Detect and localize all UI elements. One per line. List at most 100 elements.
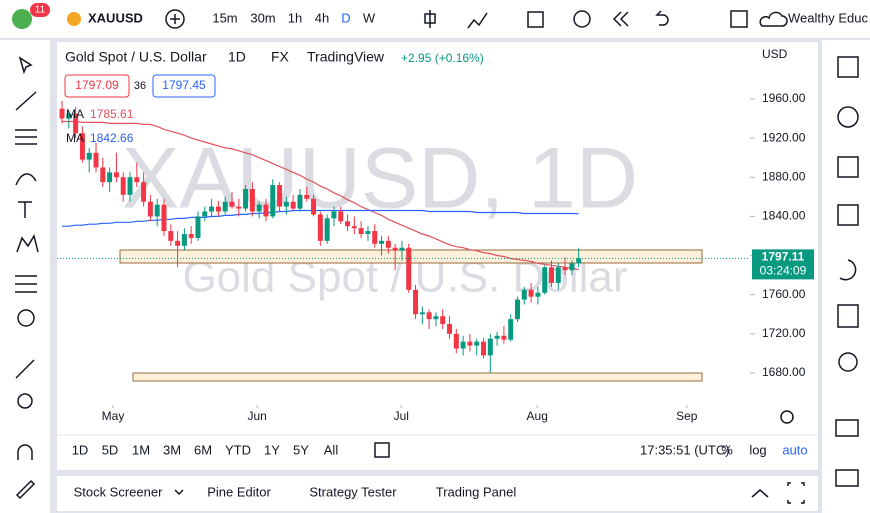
candle-body: [175, 240, 181, 246]
candle-body: [501, 335, 507, 340]
hotlist[interactable]: [839, 259, 857, 281]
ruler-tool[interactable]: [15, 359, 35, 379]
range-button[interactable]: 6M: [194, 442, 212, 457]
bottom-tab[interactable]: Trading Panel: [436, 484, 517, 499]
candle-body: [406, 247, 412, 290]
bottom-panel: [57, 476, 818, 511]
data-window[interactable]: [837, 204, 859, 226]
settings[interactable]: [780, 410, 794, 424]
news[interactable]: [837, 156, 859, 178]
fullscreen-box[interactable]: [730, 10, 748, 28]
fib-tool[interactable]: [15, 129, 37, 145]
candle-body: [569, 263, 575, 271]
prediction-tool[interactable]: [15, 275, 37, 293]
cursor-tool[interactable]: [18, 56, 33, 75]
pattern-tool[interactable]: [16, 234, 39, 253]
candle-body: [331, 211, 337, 219]
support-zone[interactable]: [132, 372, 703, 382]
chats[interactable]: [835, 419, 859, 437]
add-symbol-plus: [170, 14, 180, 24]
interval[interactable]: 1h: [288, 10, 302, 25]
candle-body: [236, 206, 242, 209]
scale-button[interactable]: %: [721, 442, 733, 457]
scale-button[interactable]: auto: [782, 442, 807, 457]
interval[interactable]: 4h: [315, 10, 329, 25]
ideas[interactable]: [838, 352, 858, 372]
range-button[interactable]: 3M: [163, 442, 181, 457]
replay[interactable]: [612, 11, 629, 27]
range-button[interactable]: 1D: [72, 442, 89, 457]
text-tool[interactable]: [18, 201, 32, 218]
streams[interactable]: [835, 469, 859, 487]
candle-body: [79, 133, 85, 160]
bottom-tab[interactable]: Stock Screener: [74, 484, 164, 499]
symbol[interactable]: XAUUSD: [88, 10, 143, 25]
collapse[interactable]: [751, 489, 769, 498]
interval[interactable]: D: [341, 10, 350, 25]
layouts[interactable]: [527, 11, 544, 28]
candle-body: [548, 267, 554, 283]
magnet-tool[interactable]: [17, 444, 33, 460]
range-button[interactable]: 1Y: [264, 442, 280, 457]
logo[interactable]: [12, 9, 32, 29]
lock-tool[interactable]: [15, 479, 36, 500]
tab-arrow: [174, 489, 184, 496]
moving-average: [62, 209, 579, 227]
candle-body: [379, 240, 385, 244]
alert[interactable]: [573, 10, 591, 28]
ask[interactable]: 1797.45: [162, 78, 206, 92]
candle-body: [460, 341, 466, 349]
candle-body: [521, 289, 527, 300]
account[interactable]: Wealthy Educ: [788, 10, 868, 25]
candle-body: [270, 185, 276, 217]
date-range-icon[interactable]: [374, 442, 390, 458]
undo[interactable]: [655, 10, 669, 26]
calendar[interactable]: [837, 304, 859, 328]
add-symbol[interactable]: [165, 9, 185, 29]
candle-body: [134, 177, 140, 183]
y-tick-label: 1760.00: [762, 287, 806, 301]
scale-button[interactable]: log: [749, 442, 766, 457]
range-button[interactable]: 5Y: [293, 442, 309, 457]
cloud: [759, 11, 788, 27]
candle-body: [433, 316, 439, 320]
footer: 1D 5D 1M 3M 6M YTD 1Y 5Y All% log auto: [72, 442, 808, 457]
x-tick-label: Jul: [394, 409, 409, 423]
watchlist[interactable]: [837, 56, 859, 78]
sell-box[interactable]: [64, 74, 130, 98]
currency[interactable]: USD: [762, 47, 788, 61]
chart-type[interactable]: [424, 10, 436, 28]
y-tick-label: 1880.00: [762, 169, 806, 183]
candle-body: [345, 221, 351, 227]
range-button[interactable]: 1M: [132, 442, 150, 457]
candle-body: [249, 188, 255, 212]
candle-body: [168, 231, 174, 241]
range-button[interactable]: YTD: [225, 442, 251, 457]
candle-body: [399, 247, 405, 251]
range-button[interactable]: All: [324, 442, 339, 457]
candle-body: [481, 341, 487, 356]
y-tick-label: 1960.00: [762, 91, 806, 105]
candle-body: [535, 292, 541, 297]
candle-body: [413, 289, 419, 315]
indicators[interactable]: [467, 12, 488, 29]
alerts[interactable]: [837, 106, 859, 128]
interval[interactable]: 15m: [212, 10, 237, 25]
x-tick-label: May: [102, 409, 125, 423]
range-button[interactable]: 5D: [102, 442, 119, 457]
maximize[interactable]: [787, 482, 805, 504]
brush-tool[interactable]: [15, 173, 37, 186]
zoom-tool[interactable]: [17, 393, 33, 409]
bid[interactable]: 1797.09: [75, 78, 119, 92]
trend-tool[interactable]: [15, 91, 37, 111]
interval[interactable]: W: [363, 10, 376, 25]
right-toolbar: [822, 40, 870, 513]
bottom-tab[interactable]: Pine Editor: [207, 484, 271, 499]
candle-body: [222, 201, 228, 212]
buy-box[interactable]: [152, 74, 216, 98]
candle-body: [508, 319, 514, 340]
icon-tool[interactable]: [17, 309, 35, 327]
interval[interactable]: 30m: [250, 10, 275, 25]
candle-body: [297, 194, 303, 209]
bottom-tab[interactable]: Strategy Tester: [309, 484, 397, 499]
